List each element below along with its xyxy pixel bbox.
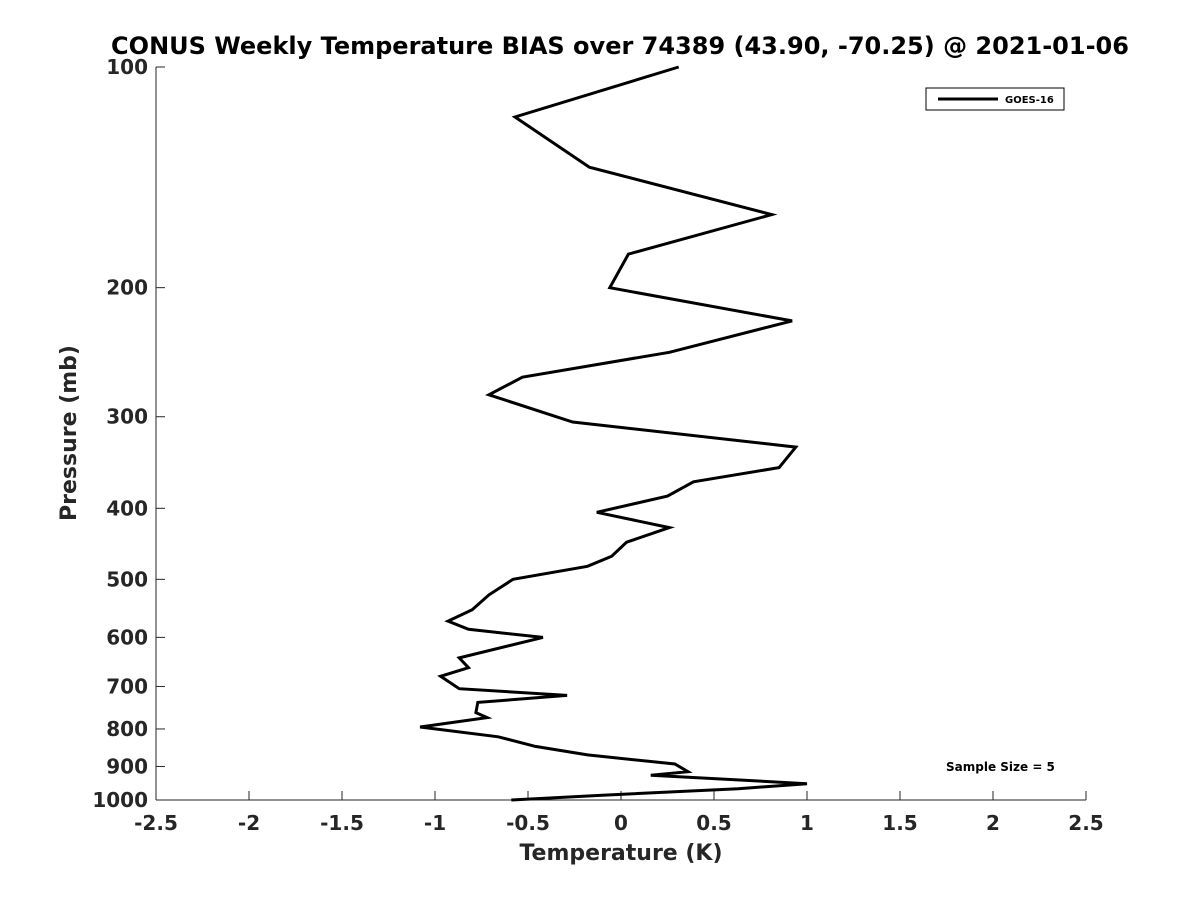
x-axis-label: Temperature (K) xyxy=(519,841,722,866)
x-tick-label: -0.5 xyxy=(506,811,550,835)
y-tick-label: 400 xyxy=(106,496,148,520)
y-axis-label: Pressure (mb) xyxy=(57,345,82,521)
chart-title: CONUS Weekly Temperature BIAS over 74389… xyxy=(111,32,1129,60)
x-tick-label: 2.5 xyxy=(1068,811,1103,835)
y-tick-label: 800 xyxy=(106,717,148,741)
x-tick-label: 1 xyxy=(800,811,814,835)
y-ticks: 100 200 300 400 500 600 700 800 900 1000 xyxy=(92,55,165,812)
x-tick-label: -1 xyxy=(424,811,446,835)
legend: GOES-16 xyxy=(925,87,1065,111)
x-tick-label: -2 xyxy=(238,811,260,835)
y-tick-label: 900 xyxy=(106,754,148,778)
y-tick-label: 300 xyxy=(106,405,148,429)
x-tick-label: 0 xyxy=(614,811,628,835)
y-tick-label: 100 xyxy=(106,55,148,79)
x-tick-label: 1.5 xyxy=(882,811,917,835)
x-ticks: -2.5 -2 -1.5 -1 -0.5 0 0.5 1 1.5 2 2.5 xyxy=(134,791,1104,835)
y-tick-label: 200 xyxy=(106,276,148,300)
legend-label-goes-16: GOES-16 xyxy=(1005,95,1054,106)
y-tick-label: 1000 xyxy=(92,788,148,812)
y-tick-label: 500 xyxy=(106,567,148,591)
y-tick-label: 700 xyxy=(106,674,148,698)
sample-size-annotation: Sample Size = 5 xyxy=(946,760,1055,774)
x-tick-label: -2.5 xyxy=(134,811,178,835)
x-tick-label: 0.5 xyxy=(696,811,731,835)
x-tick-label: 2 xyxy=(986,811,1000,835)
series-layer xyxy=(419,65,808,802)
y-tick-label: 600 xyxy=(106,625,148,649)
x-tick-label: -1.5 xyxy=(320,811,364,835)
